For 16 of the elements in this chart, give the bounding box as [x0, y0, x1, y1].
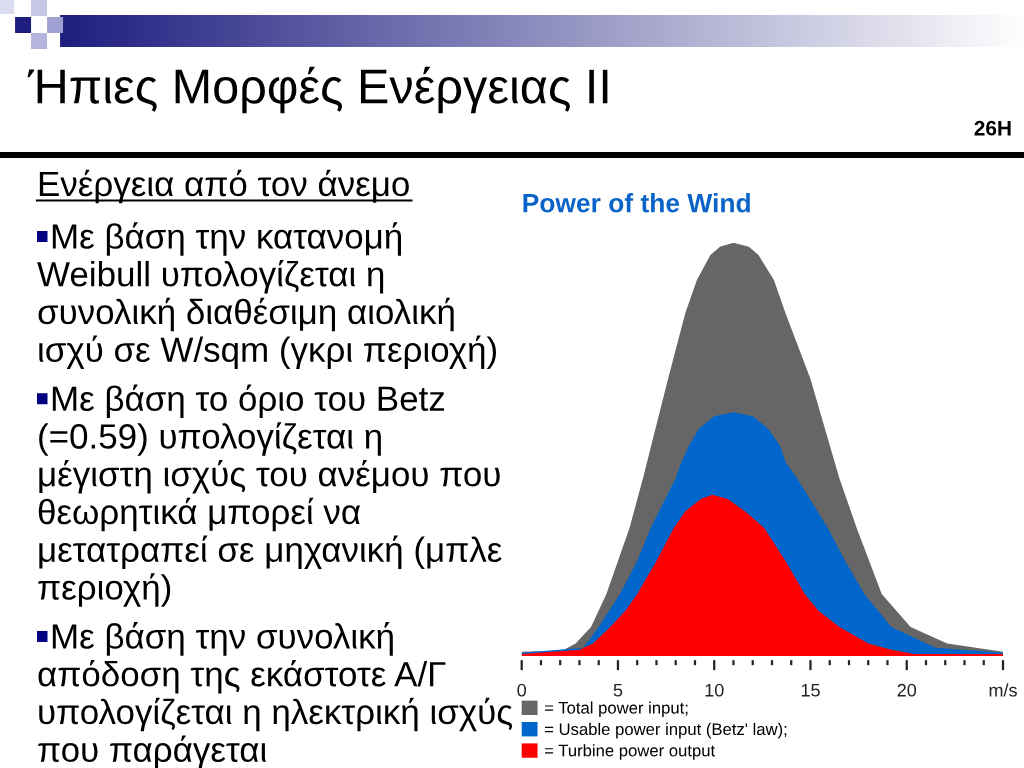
- text: 26H: [974, 120, 1011, 136]
- text: Με βάση την κατανομή Weibull υπολογίζεται η συνολική διαθέσιμη αιολική ισχύ σε W/sqm (γκρι περιοχή): [37, 222, 497, 370]
- x-tick-label: 20: [897, 683, 917, 697]
- legend-label: = Turbine power output: [545, 744, 716, 760]
- text: Ήπιες Μορφές Ενέργειας II: [27, 66, 608, 114]
- x-tick-label: 10: [705, 683, 724, 697]
- text: Με βάση την συνολική απόδοση της εκάστοτε Α/Γ υπολογίζεται η ηλεκτρική ισχύς που παράγεται: [38, 622, 513, 768]
- x-tick-label: 15: [801, 684, 820, 697]
- text: Με βάση το όριο του Betz (=0.59) υπολογίζεται η μέγιστη ισχύς του ανέμου που θεωρητικά μπορεί να μετατραπεί σε μηχανική (μπλε περιοχή): [38, 384, 502, 607]
- legend-label: = Usable power input (Betz' law);: [545, 722, 787, 739]
- chart-title: Power of the Wind: [523, 193, 750, 213]
- x-tick-label: m/s: [989, 683, 1017, 697]
- x-tick-label: 0: [517, 683, 527, 697]
- legend-label: = Total power input;: [545, 701, 688, 718]
- text: Ενέργεια από τον άνεμο: [39, 169, 409, 204]
- x-tick-label: 5: [613, 684, 623, 697]
